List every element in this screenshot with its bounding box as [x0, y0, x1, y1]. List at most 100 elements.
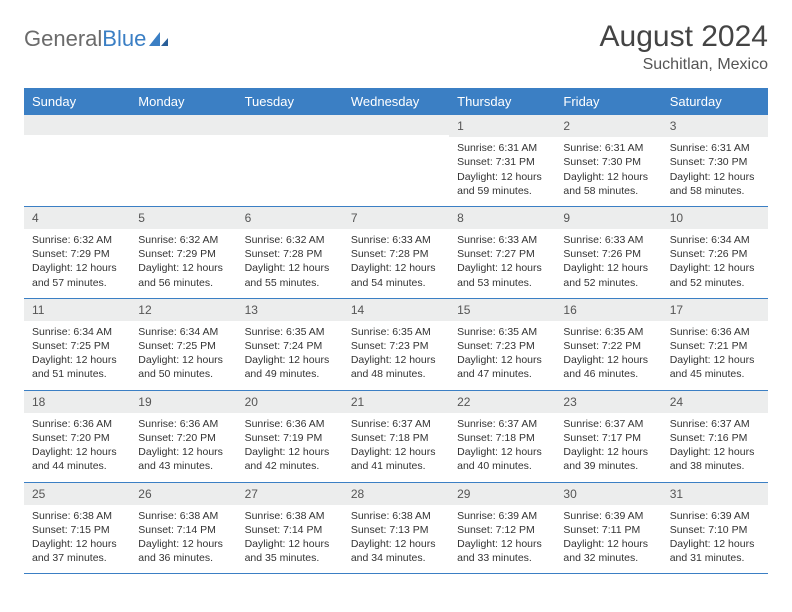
sunrise-line: Sunrise: 6:35 AM	[245, 325, 335, 339]
calendar-cell: 30Sunrise: 6:39 AMSunset: 7:11 PMDayligh…	[555, 482, 661, 574]
day-number: 3	[662, 115, 768, 137]
sunrise-line: Sunrise: 6:34 AM	[670, 233, 760, 247]
sunset-line: Sunset: 7:13 PM	[351, 523, 441, 537]
day-details: Sunrise: 6:36 AMSunset: 7:19 PMDaylight:…	[237, 413, 343, 482]
day-number: 31	[662, 483, 768, 505]
header: GeneralBlue August 2024 Suchitlan, Mexic…	[24, 20, 768, 74]
weekday-header: Sunday	[24, 88, 130, 115]
daylight-line: Daylight: 12 hours and 49 minutes.	[245, 353, 335, 381]
weekday-header-row: SundayMondayTuesdayWednesdayThursdayFrid…	[24, 88, 768, 115]
calendar-cell: 3Sunrise: 6:31 AMSunset: 7:30 PMDaylight…	[662, 115, 768, 206]
day-details: Sunrise: 6:35 AMSunset: 7:23 PMDaylight:…	[449, 321, 555, 390]
calendar-cell: 17Sunrise: 6:36 AMSunset: 7:21 PMDayligh…	[662, 298, 768, 390]
weekday-header: Wednesday	[343, 88, 449, 115]
day-number: 12	[130, 299, 236, 321]
calendar-cell: 25Sunrise: 6:38 AMSunset: 7:15 PMDayligh…	[24, 482, 130, 574]
daylight-line: Daylight: 12 hours and 53 minutes.	[457, 261, 547, 289]
calendar-row: 4Sunrise: 6:32 AMSunset: 7:29 PMDaylight…	[24, 206, 768, 298]
weekday-header: Tuesday	[237, 88, 343, 115]
sunrise-line: Sunrise: 6:33 AM	[563, 233, 653, 247]
calendar-cell: 6Sunrise: 6:32 AMSunset: 7:28 PMDaylight…	[237, 206, 343, 298]
sunrise-line: Sunrise: 6:32 AM	[245, 233, 335, 247]
daylight-line: Daylight: 12 hours and 57 minutes.	[32, 261, 122, 289]
sunrise-line: Sunrise: 6:35 AM	[457, 325, 547, 339]
day-number	[237, 115, 343, 135]
sunrise-line: Sunrise: 6:38 AM	[351, 509, 441, 523]
calendar-cell: 20Sunrise: 6:36 AMSunset: 7:19 PMDayligh…	[237, 390, 343, 482]
sunset-line: Sunset: 7:12 PM	[457, 523, 547, 537]
calendar-cell: 24Sunrise: 6:37 AMSunset: 7:16 PMDayligh…	[662, 390, 768, 482]
calendar-row: 1Sunrise: 6:31 AMSunset: 7:31 PMDaylight…	[24, 115, 768, 206]
calendar-cell-empty	[130, 115, 236, 206]
daylight-line: Daylight: 12 hours and 44 minutes.	[32, 445, 122, 473]
day-details: Sunrise: 6:36 AMSunset: 7:20 PMDaylight:…	[24, 413, 130, 482]
day-number: 16	[555, 299, 661, 321]
sunrise-line: Sunrise: 6:34 AM	[138, 325, 228, 339]
sunset-line: Sunset: 7:20 PM	[32, 431, 122, 445]
sunrise-line: Sunrise: 6:36 AM	[245, 417, 335, 431]
calendar-cell: 15Sunrise: 6:35 AMSunset: 7:23 PMDayligh…	[449, 298, 555, 390]
sunset-line: Sunset: 7:26 PM	[670, 247, 760, 261]
day-number: 2	[555, 115, 661, 137]
sunset-line: Sunset: 7:23 PM	[457, 339, 547, 353]
day-details: Sunrise: 6:34 AMSunset: 7:26 PMDaylight:…	[662, 229, 768, 298]
day-details: Sunrise: 6:35 AMSunset: 7:22 PMDaylight:…	[555, 321, 661, 390]
day-number: 11	[24, 299, 130, 321]
day-details: Sunrise: 6:35 AMSunset: 7:24 PMDaylight:…	[237, 321, 343, 390]
weekday-header: Saturday	[662, 88, 768, 115]
sunset-line: Sunset: 7:25 PM	[138, 339, 228, 353]
day-number	[343, 115, 449, 135]
sunrise-line: Sunrise: 6:32 AM	[138, 233, 228, 247]
sunset-line: Sunset: 7:21 PM	[670, 339, 760, 353]
calendar-cell: 23Sunrise: 6:37 AMSunset: 7:17 PMDayligh…	[555, 390, 661, 482]
calendar-cell: 19Sunrise: 6:36 AMSunset: 7:20 PMDayligh…	[130, 390, 236, 482]
calendar-cell: 22Sunrise: 6:37 AMSunset: 7:18 PMDayligh…	[449, 390, 555, 482]
day-details: Sunrise: 6:33 AMSunset: 7:28 PMDaylight:…	[343, 229, 449, 298]
sunset-line: Sunset: 7:23 PM	[351, 339, 441, 353]
day-number: 9	[555, 207, 661, 229]
day-number	[130, 115, 236, 135]
daylight-line: Daylight: 12 hours and 45 minutes.	[670, 353, 760, 381]
calendar-cell-empty	[343, 115, 449, 206]
calendar-cell: 29Sunrise: 6:39 AMSunset: 7:12 PMDayligh…	[449, 482, 555, 574]
calendar-cell: 18Sunrise: 6:36 AMSunset: 7:20 PMDayligh…	[24, 390, 130, 482]
day-details: Sunrise: 6:31 AMSunset: 7:30 PMDaylight:…	[555, 137, 661, 206]
day-number: 8	[449, 207, 555, 229]
sunset-line: Sunset: 7:18 PM	[457, 431, 547, 445]
sunset-line: Sunset: 7:11 PM	[563, 523, 653, 537]
sunrise-line: Sunrise: 6:35 AM	[563, 325, 653, 339]
sunrise-line: Sunrise: 6:38 AM	[32, 509, 122, 523]
day-details: Sunrise: 6:37 AMSunset: 7:18 PMDaylight:…	[449, 413, 555, 482]
daylight-line: Daylight: 12 hours and 48 minutes.	[351, 353, 441, 381]
daylight-line: Daylight: 12 hours and 37 minutes.	[32, 537, 122, 565]
daylight-line: Daylight: 12 hours and 36 minutes.	[138, 537, 228, 565]
day-number: 22	[449, 391, 555, 413]
sunset-line: Sunset: 7:15 PM	[32, 523, 122, 537]
day-details: Sunrise: 6:34 AMSunset: 7:25 PMDaylight:…	[24, 321, 130, 390]
daylight-line: Daylight: 12 hours and 55 minutes.	[245, 261, 335, 289]
daylight-line: Daylight: 12 hours and 31 minutes.	[670, 537, 760, 565]
daylight-line: Daylight: 12 hours and 46 minutes.	[563, 353, 653, 381]
sunrise-line: Sunrise: 6:38 AM	[245, 509, 335, 523]
day-details: Sunrise: 6:39 AMSunset: 7:10 PMDaylight:…	[662, 505, 768, 574]
calendar-cell-empty	[237, 115, 343, 206]
calendar-cell: 26Sunrise: 6:38 AMSunset: 7:14 PMDayligh…	[130, 482, 236, 574]
sunrise-line: Sunrise: 6:37 AM	[457, 417, 547, 431]
day-number: 7	[343, 207, 449, 229]
day-details	[130, 135, 236, 203]
day-number: 5	[130, 207, 236, 229]
sunset-line: Sunset: 7:29 PM	[138, 247, 228, 261]
calendar-cell: 31Sunrise: 6:39 AMSunset: 7:10 PMDayligh…	[662, 482, 768, 574]
sunrise-line: Sunrise: 6:39 AM	[457, 509, 547, 523]
daylight-line: Daylight: 12 hours and 51 minutes.	[32, 353, 122, 381]
day-details: Sunrise: 6:31 AMSunset: 7:31 PMDaylight:…	[449, 137, 555, 206]
day-number: 26	[130, 483, 236, 505]
day-number: 10	[662, 207, 768, 229]
day-details: Sunrise: 6:32 AMSunset: 7:29 PMDaylight:…	[130, 229, 236, 298]
day-details: Sunrise: 6:38 AMSunset: 7:13 PMDaylight:…	[343, 505, 449, 574]
day-details: Sunrise: 6:37 AMSunset: 7:16 PMDaylight:…	[662, 413, 768, 482]
calendar-cell: 11Sunrise: 6:34 AMSunset: 7:25 PMDayligh…	[24, 298, 130, 390]
daylight-line: Daylight: 12 hours and 54 minutes.	[351, 261, 441, 289]
daylight-line: Daylight: 12 hours and 35 minutes.	[245, 537, 335, 565]
sunset-line: Sunset: 7:28 PM	[245, 247, 335, 261]
